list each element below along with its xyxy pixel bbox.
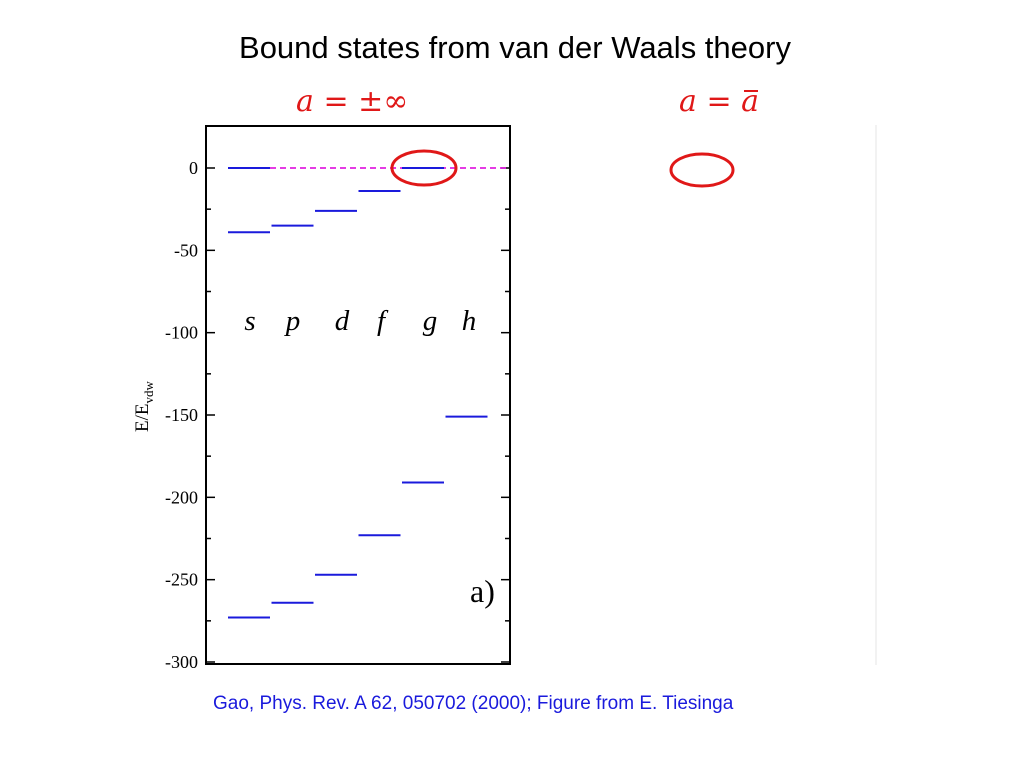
y-tick-label: -200	[165, 487, 198, 507]
y-tick-label: -150	[165, 405, 198, 425]
energy-levels	[228, 167, 488, 619]
y-axis-label-subscript: vdw	[141, 381, 156, 404]
a-symbol: a	[296, 84, 314, 119]
panel-label: a)	[470, 573, 495, 609]
scattering-length-label-mean: a = a	[679, 84, 759, 119]
slide-title: Bound states from van der Waals theory	[239, 30, 791, 65]
y-axis-label: E/Evdw	[132, 381, 156, 433]
y-tick-label: -50	[174, 240, 198, 260]
partial-wave-label-f: f	[377, 305, 389, 337]
y-tick-label: -300	[165, 652, 198, 672]
highlight-ellipse-left	[390, 149, 458, 187]
plot-frame	[205, 125, 511, 665]
partial-wave-label-p: p	[284, 305, 301, 337]
figure-caption: Gao, Phys. Rev. A 62, 050702 (2000); Fig…	[213, 693, 734, 714]
y-tick-label: -100	[165, 323, 198, 343]
partial-wave-label-d: d	[335, 305, 350, 337]
chart-axes	[205, 125, 511, 665]
scattering-length-label-infinite: a = ±∞	[296, 84, 408, 119]
partial-wave-label-g: g	[423, 305, 438, 337]
y-axis-label-main: E/E	[132, 404, 153, 433]
equals-sign: =	[706, 84, 732, 119]
a-bar-symbol: a	[741, 84, 760, 119]
plus-minus-infinity: ±∞	[358, 84, 409, 119]
partial-wave-label-s: s	[244, 305, 255, 337]
y-tick-label: -250	[165, 570, 198, 590]
highlight-ellipse-right	[669, 152, 735, 188]
y-tick-label: 0	[189, 158, 198, 178]
partial-wave-label-h: h	[462, 305, 477, 337]
a-symbol: a	[679, 84, 697, 119]
y-axis-ticks: 0 -50 -100 -150 -200 -250 -300	[165, 158, 510, 672]
equals-sign: =	[323, 84, 349, 119]
